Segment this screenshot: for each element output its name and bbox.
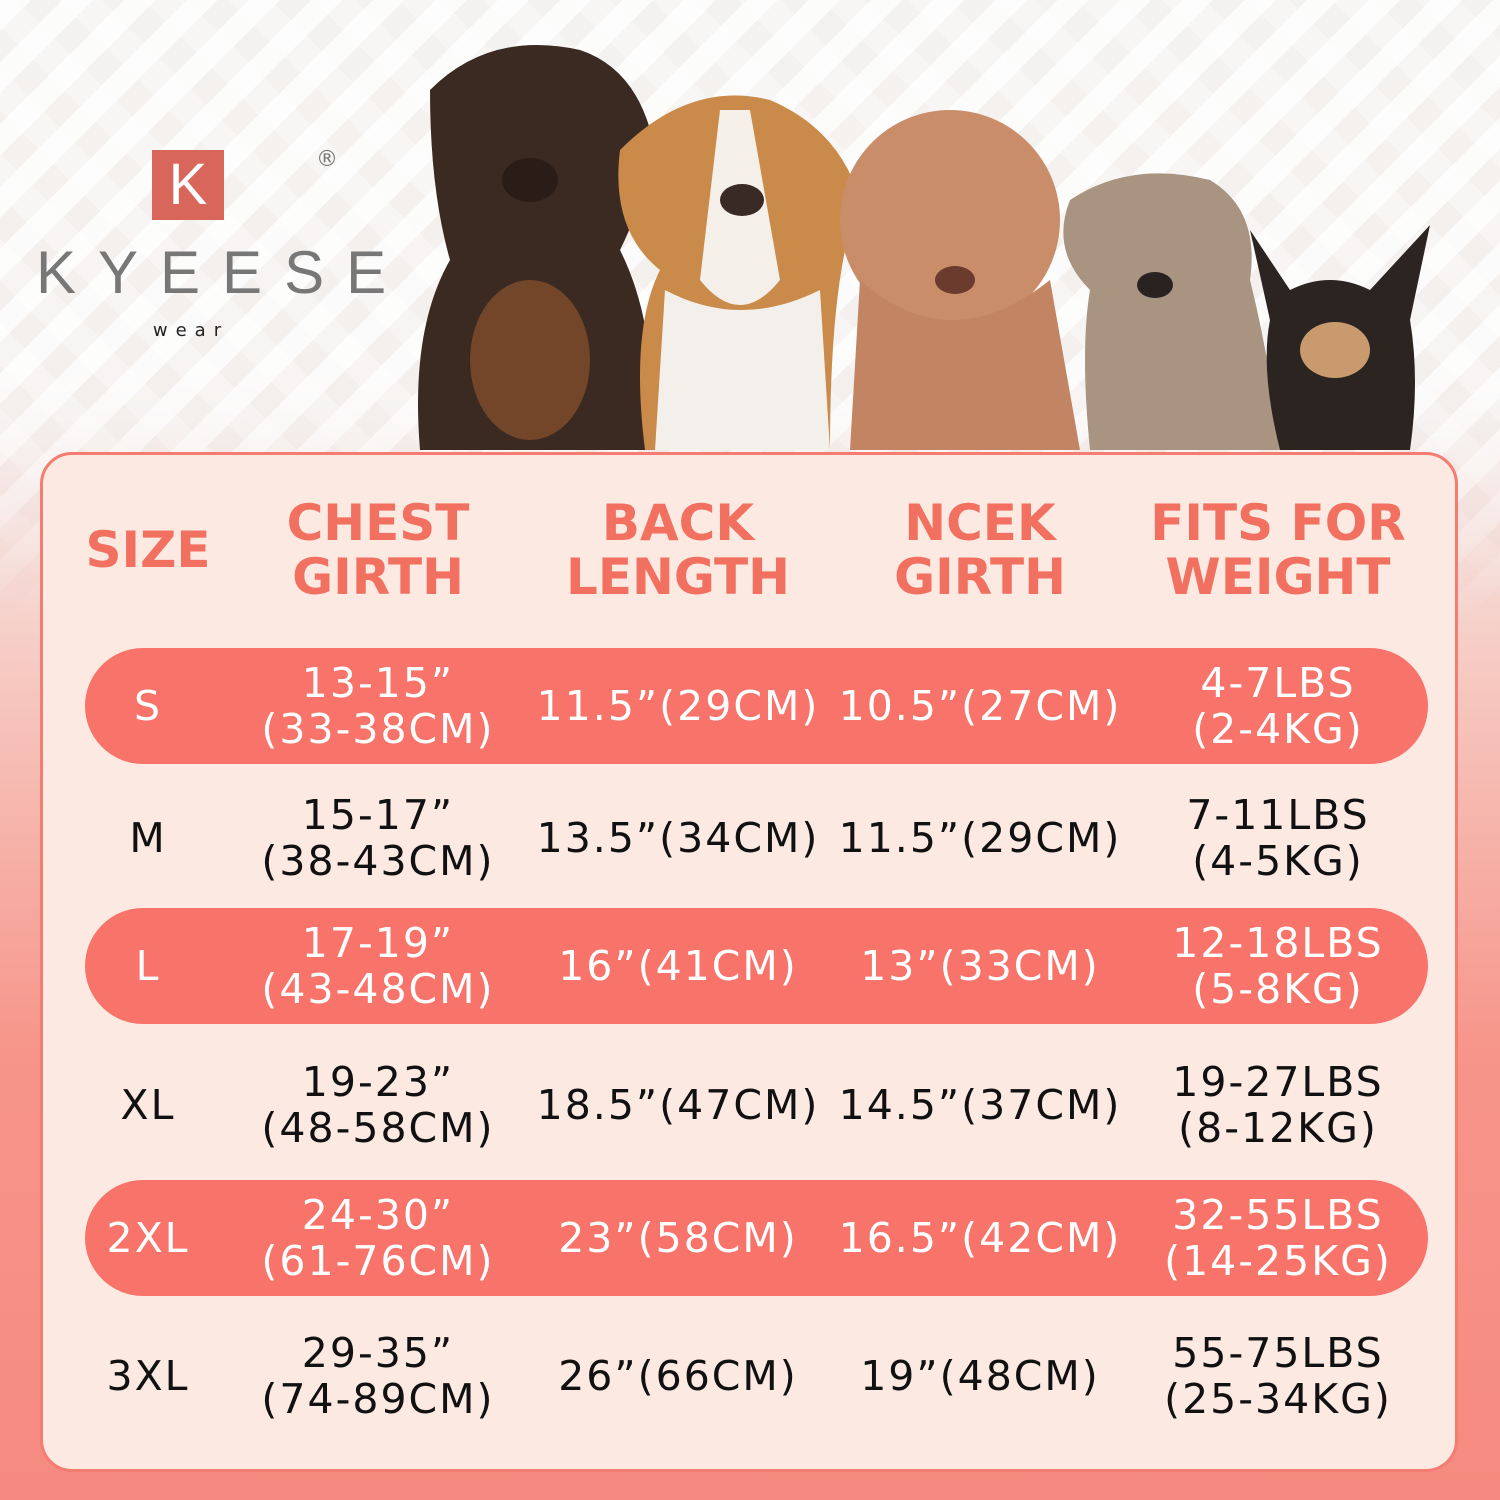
header-line: GIRTH bbox=[292, 548, 464, 606]
weight-cell: 4-7LBS (2-4KG) bbox=[1140, 648, 1416, 764]
cell-line: 17-19” bbox=[301, 919, 455, 967]
cell-line: 24-30” bbox=[301, 1191, 455, 1239]
dogs-photo bbox=[418, 45, 1430, 451]
back-length-cell: 23”(58CM) bbox=[558, 1214, 798, 1262]
neck-girth-cell: 19”(48CM) bbox=[860, 1352, 1100, 1400]
chest-girth-cell: 17-19” (43-48CM) bbox=[238, 908, 518, 1024]
cell-line: (2-4KG) bbox=[1192, 705, 1364, 753]
chest-girth-cell: 13-15” (33-38CM) bbox=[238, 648, 518, 764]
header-line: LENGTH bbox=[566, 548, 790, 606]
back-length-cell: 16”(41CM) bbox=[558, 942, 798, 990]
header-line: BACK bbox=[601, 494, 755, 552]
neck-girth-cell: 13”(33CM) bbox=[860, 942, 1100, 990]
cell-line: 12-18LBS bbox=[1172, 919, 1384, 967]
weight-cell: 12-18LBS (5-8KG) bbox=[1140, 908, 1416, 1024]
weight-cell: 19-27LBS (8-12KG) bbox=[1140, 1047, 1416, 1163]
header-size: SIZE bbox=[85, 490, 211, 610]
cell-line: 4-7LBS bbox=[1200, 659, 1356, 707]
chest-girth-cell: 29-35” (74-89CM) bbox=[238, 1318, 518, 1434]
header-line: CHEST bbox=[286, 494, 470, 552]
cell-line: (4-5KG) bbox=[1192, 837, 1364, 885]
row-highlight-stripe bbox=[85, 908, 1428, 1024]
cell-line: 19-23” bbox=[301, 1058, 455, 1106]
size-cell: M bbox=[129, 814, 167, 862]
row-highlight-stripe bbox=[85, 1180, 1428, 1296]
cell-line: (8-12KG) bbox=[1178, 1104, 1378, 1152]
size-cell: XL bbox=[120, 1081, 176, 1129]
weight-cell: 7-11LBS (4-5KG) bbox=[1140, 780, 1416, 896]
cell-line: (33-38CM) bbox=[261, 705, 495, 753]
cell-line: (25-34KG) bbox=[1164, 1375, 1392, 1423]
row-highlight-stripe bbox=[85, 648, 1428, 764]
header-back-length: BACK LENGTH bbox=[528, 490, 828, 610]
size-cell: 3XL bbox=[106, 1352, 190, 1400]
neck-girth-cell: 16.5”(42CM) bbox=[838, 1214, 1122, 1262]
weight-cell: 55-75LBS (25-34KG) bbox=[1140, 1318, 1416, 1434]
cell-line: (38-43CM) bbox=[261, 837, 495, 885]
poodle-image bbox=[840, 110, 1080, 450]
cell-line: 7-11LBS bbox=[1186, 791, 1370, 839]
cell-line: 15-17” bbox=[301, 791, 455, 839]
neck-girth-cell: 11.5”(29CM) bbox=[838, 814, 1122, 862]
header-line: GIRTH bbox=[894, 548, 1066, 606]
cell-line: (74-89CM) bbox=[261, 1375, 495, 1423]
header-line: NCEK bbox=[904, 494, 1056, 552]
header-line: FITS FOR bbox=[1150, 494, 1406, 552]
back-length-cell: 18.5”(47CM) bbox=[536, 1081, 820, 1129]
cell-line: 19-27LBS bbox=[1172, 1058, 1384, 1106]
brand-sub: wear bbox=[152, 320, 230, 341]
cell-line: (14-25KG) bbox=[1164, 1237, 1392, 1285]
cell-line: 55-75LBS bbox=[1172, 1329, 1384, 1377]
cell-line: 29-35” bbox=[301, 1329, 455, 1377]
back-length-cell: 13.5”(34CM) bbox=[536, 814, 820, 862]
header-neck-girth: NCEK GIRTH bbox=[830, 490, 1130, 610]
beagle-image bbox=[618, 95, 860, 451]
weight-cell: 32-55LBS (14-25KG) bbox=[1140, 1180, 1416, 1296]
size-cell: L bbox=[135, 942, 161, 990]
chest-girth-cell: 24-30” (61-76CM) bbox=[238, 1180, 518, 1296]
back-length-cell: 26”(66CM) bbox=[558, 1352, 798, 1400]
brand-logo: K ® KYEESE wear bbox=[36, 145, 409, 345]
logo-mark: K bbox=[152, 150, 224, 220]
chihuahua-image bbox=[1250, 225, 1430, 450]
back-length-cell: 11.5”(29CM) bbox=[536, 682, 820, 730]
brand-name: KYEESE bbox=[36, 239, 409, 306]
size-cell: S bbox=[133, 682, 163, 730]
header-chest-girth: CHEST GIRTH bbox=[238, 490, 518, 610]
neck-girth-cell: 10.5”(27CM) bbox=[838, 682, 1122, 730]
chest-girth-cell: 15-17” (38-43CM) bbox=[238, 780, 518, 896]
doberman-image bbox=[418, 45, 655, 450]
chest-girth-cell: 19-23” (48-58CM) bbox=[238, 1047, 518, 1163]
cell-line: 32-55LBS bbox=[1172, 1191, 1384, 1239]
cell-line: 13-15” bbox=[301, 659, 455, 707]
cell-line: (61-76CM) bbox=[261, 1237, 495, 1285]
header-weight: FITS FOR WEIGHT bbox=[1133, 490, 1423, 610]
cell-line: (48-58CM) bbox=[261, 1104, 495, 1152]
cell-line: (43-48CM) bbox=[261, 965, 495, 1013]
header-line: WEIGHT bbox=[1165, 548, 1391, 606]
size-cell: 2XL bbox=[106, 1214, 190, 1262]
terrier-image bbox=[1063, 173, 1280, 451]
neck-girth-cell: 14.5”(37CM) bbox=[838, 1081, 1122, 1129]
header-line: SIZE bbox=[85, 521, 211, 579]
cell-line: (5-8KG) bbox=[1192, 965, 1364, 1013]
registered-mark: ® bbox=[316, 147, 338, 172]
